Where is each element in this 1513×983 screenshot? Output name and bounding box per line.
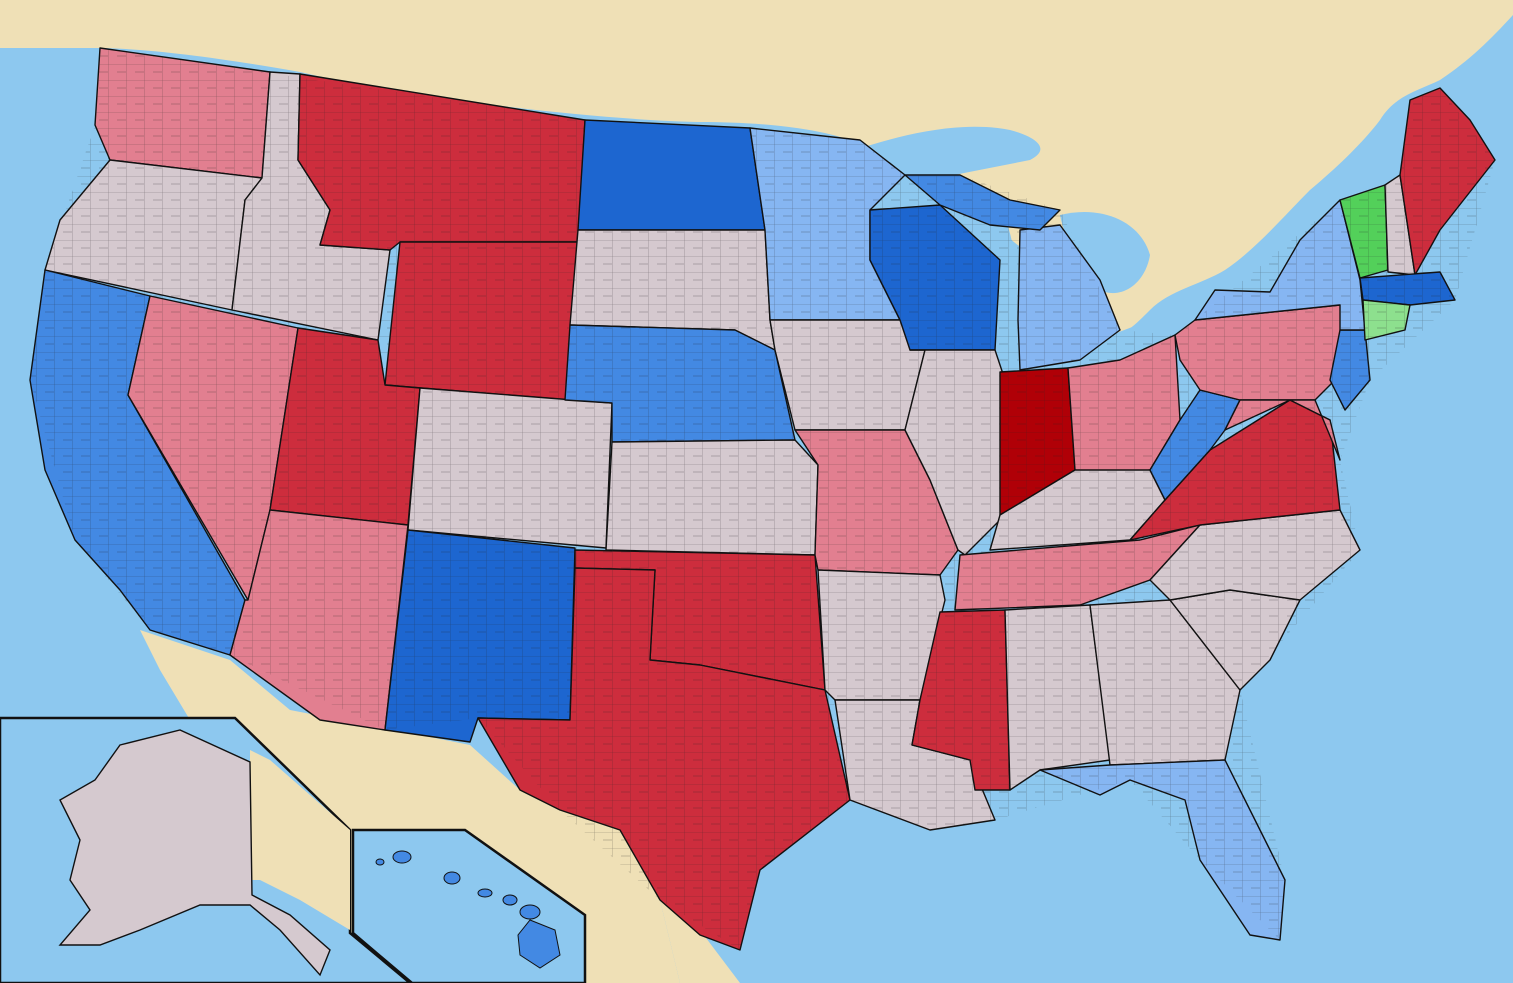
county-lines xyxy=(30,48,1495,950)
mexico-east xyxy=(660,900,740,983)
canada-inset xyxy=(250,750,350,930)
lake-huron xyxy=(1060,211,1150,294)
lake-superior xyxy=(855,126,1041,186)
hawaii[interactable] xyxy=(375,850,561,969)
alaska[interactable] xyxy=(58,729,331,977)
north-dakota[interactable] xyxy=(577,119,766,231)
